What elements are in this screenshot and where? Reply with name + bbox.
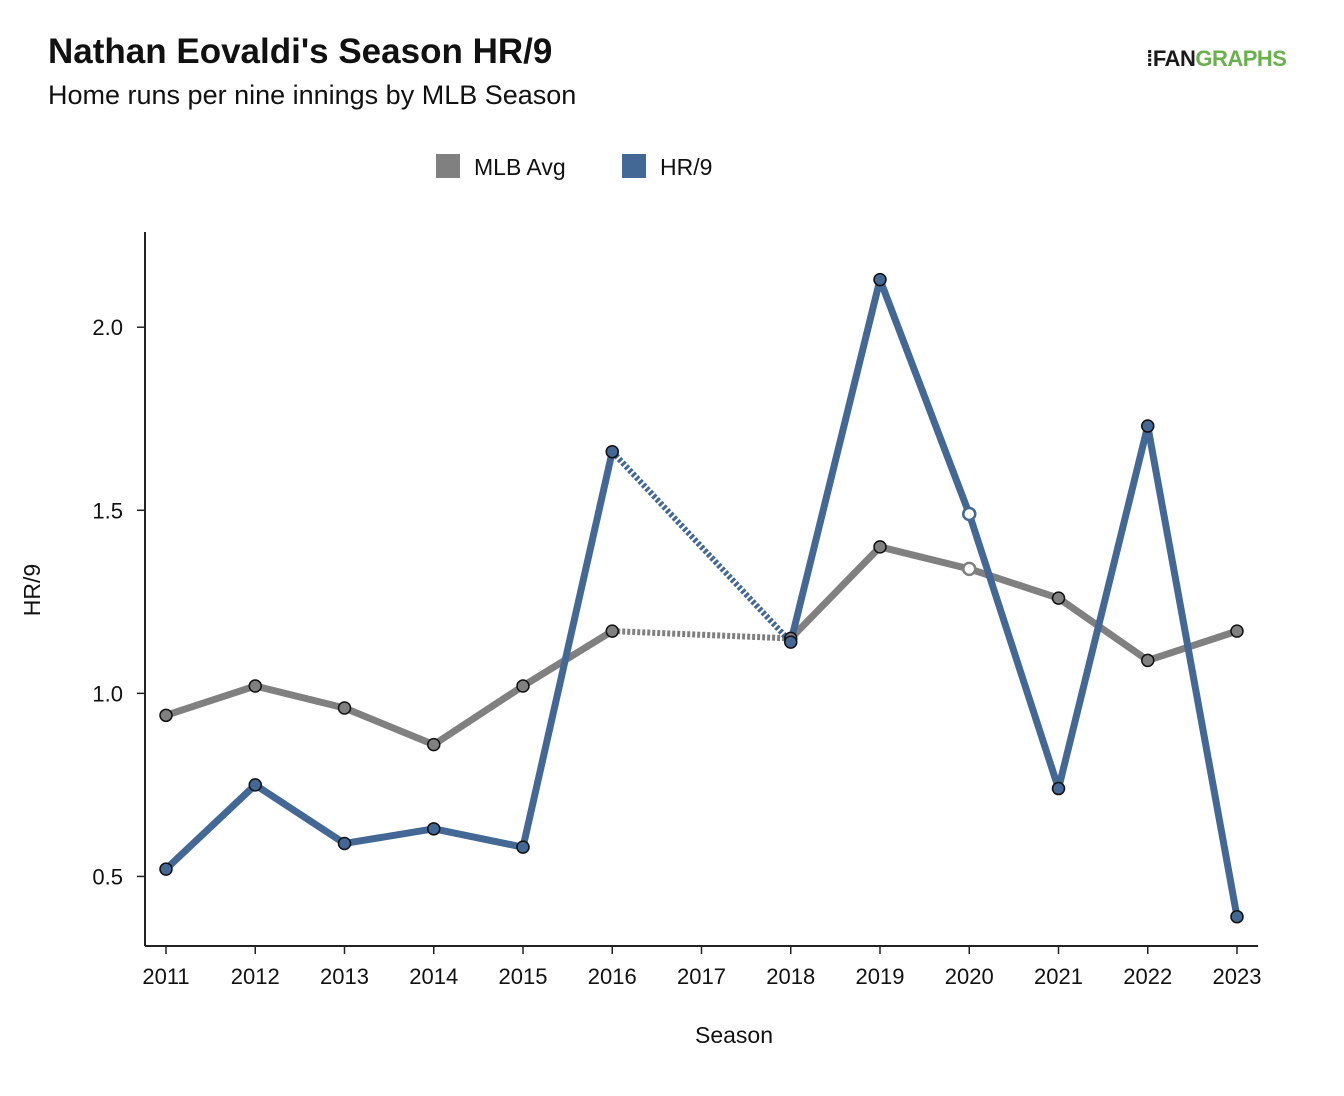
x-tick-label: 2014 xyxy=(409,964,458,989)
legend-swatch-hr-9 xyxy=(622,154,646,178)
x-tick-label: 2011 xyxy=(142,964,189,989)
hr-9-point xyxy=(1230,909,1244,924)
mlb-avg-point xyxy=(873,540,887,554)
mlb-avg-line xyxy=(162,627,616,749)
hr-9-point xyxy=(516,840,530,854)
x-tick-label: 2015 xyxy=(499,964,548,989)
x-tick-label: 2016 xyxy=(588,964,637,989)
mlb-avg-point xyxy=(248,679,262,693)
mlb-avg-point xyxy=(159,708,173,723)
mlb-avg-point xyxy=(962,561,977,577)
y-tick-label: 1.0 xyxy=(92,681,123,706)
hr-9-point xyxy=(873,272,887,287)
legend: MLB Avg HR/9 xyxy=(436,154,712,180)
hr-9-point xyxy=(784,635,798,649)
mlb-avg-gap-line xyxy=(612,628,791,642)
mlb-avg-point xyxy=(337,701,352,715)
hr-9-point xyxy=(605,444,619,459)
legend-label-hr-9: HR/9 xyxy=(660,154,712,180)
chart-subtitle: Home runs per nine innings by MLB Season xyxy=(48,80,577,110)
mlb-avg-point xyxy=(1141,653,1155,668)
hr-9-line xyxy=(162,448,616,873)
hr-9-point xyxy=(248,778,262,792)
y-tick-label: 2.0 xyxy=(92,315,123,340)
chart-title: Nathan Eovaldi's Season HR/9 xyxy=(48,32,553,71)
x-tick-label: 2013 xyxy=(320,964,369,989)
logo-graphs-text: GRAPHS xyxy=(1195,46,1287,71)
series-lines xyxy=(162,276,1241,921)
hr-9-point xyxy=(427,822,441,836)
y-tick-label: 1.5 xyxy=(92,498,123,523)
hr-9-line xyxy=(787,276,1241,921)
x-tick-label: 2023 xyxy=(1213,964,1262,989)
mlb-avg-point xyxy=(427,737,441,752)
fangraphs-logo: ⁞FANGRAPHS xyxy=(1146,46,1287,72)
legend-swatch-mlb-avg xyxy=(436,154,460,178)
hr-9-point xyxy=(337,836,352,851)
hr-9-point xyxy=(159,862,173,876)
x-tick-label: 2017 xyxy=(677,964,726,989)
mlb-avg-point xyxy=(516,679,530,693)
x-tick-label: 2020 xyxy=(945,964,994,989)
mlb-avg-line xyxy=(787,543,1241,664)
logo-mark-icon: ⁞ xyxy=(1146,46,1153,71)
y-tick-label: 0.5 xyxy=(92,864,123,889)
mlb-avg-point xyxy=(1230,624,1244,638)
x-tick-label: 2022 xyxy=(1123,964,1172,989)
x-tick-label: 2021 xyxy=(1034,964,1083,989)
x-tick-label: 2018 xyxy=(766,964,815,989)
axes: 0.5 1.0 1.5 2.0 2011 2012 2013 2014 2015 2016 2017… xyxy=(19,232,1261,1048)
x-axis-title: Season xyxy=(695,1022,773,1048)
hr-9-point xyxy=(1141,419,1155,433)
x-tick-label: 2019 xyxy=(856,964,905,989)
x-tick-label: 2012 xyxy=(231,964,280,989)
mlb-avg-point xyxy=(605,624,619,638)
series-points xyxy=(159,272,1244,924)
mlb-avg-point xyxy=(1051,591,1066,605)
hr-9-point xyxy=(1051,781,1066,796)
y-axis-title: HR/9 xyxy=(19,564,45,616)
logo-fan-text: FAN xyxy=(1152,46,1196,71)
legend-label-mlb-avg: MLB Avg xyxy=(474,154,566,180)
hr-9-gap-line xyxy=(610,449,793,645)
hr-9-point xyxy=(962,506,977,522)
